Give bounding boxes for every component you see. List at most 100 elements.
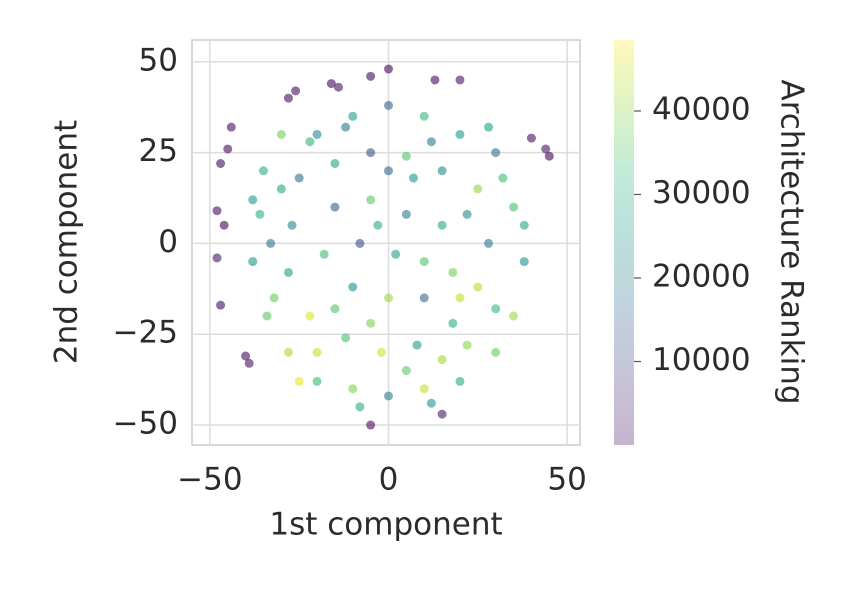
point — [283, 267, 293, 277]
point — [305, 311, 315, 321]
point — [384, 391, 394, 401]
point — [473, 184, 483, 194]
point — [462, 340, 472, 350]
point — [509, 202, 519, 212]
point — [437, 220, 447, 230]
point — [401, 151, 411, 161]
point — [419, 257, 429, 267]
y-tick-label: 0 — [158, 224, 178, 260]
point — [366, 420, 376, 430]
point — [498, 173, 508, 183]
point — [419, 384, 429, 394]
point — [291, 86, 301, 96]
point — [426, 398, 436, 408]
point — [330, 202, 340, 212]
point — [373, 220, 383, 230]
point — [355, 402, 365, 412]
point — [409, 173, 419, 183]
point — [266, 238, 276, 248]
colorbar-tick-label: 10000 — [652, 342, 751, 378]
point — [244, 358, 254, 368]
point — [491, 304, 501, 314]
point — [248, 195, 258, 205]
point — [519, 257, 529, 267]
point — [348, 111, 358, 121]
point — [366, 318, 376, 328]
point — [484, 122, 494, 132]
point — [448, 318, 458, 328]
point — [391, 249, 401, 259]
x-tick-label: −50 — [177, 462, 242, 498]
point — [384, 166, 394, 176]
y-axis-label: 2nd component — [49, 120, 85, 364]
point — [455, 376, 465, 386]
point — [294, 173, 304, 183]
colorbar-tick-label: 40000 — [652, 91, 751, 127]
point — [544, 151, 554, 161]
colorbar — [614, 40, 634, 445]
point — [241, 351, 251, 361]
point — [341, 122, 351, 132]
y-tick-label: 25 — [139, 133, 178, 169]
point — [262, 311, 272, 321]
point — [455, 129, 465, 139]
point — [455, 293, 465, 303]
y-tick-label: 50 — [139, 42, 178, 78]
point — [312, 376, 322, 386]
point — [226, 122, 236, 132]
point — [376, 347, 386, 357]
point — [216, 300, 226, 310]
point — [276, 184, 286, 194]
point — [384, 64, 394, 74]
point — [426, 137, 436, 147]
point — [326, 79, 336, 89]
point — [276, 129, 286, 139]
point — [437, 409, 447, 419]
point — [330, 304, 340, 314]
colorbar-label: Architecture Ranking — [774, 79, 810, 404]
x-axis-label: 1st component — [269, 507, 502, 543]
point — [491, 347, 501, 357]
point — [312, 347, 322, 357]
point — [430, 75, 440, 85]
point — [491, 148, 501, 158]
point — [509, 311, 519, 321]
point — [212, 206, 222, 216]
point — [248, 257, 258, 267]
point — [333, 82, 343, 92]
point — [258, 166, 268, 176]
point — [437, 355, 447, 365]
point — [294, 376, 304, 386]
point — [348, 282, 358, 292]
point — [419, 111, 429, 121]
point — [366, 195, 376, 205]
x-tick-label: 50 — [547, 462, 586, 498]
point — [330, 158, 340, 168]
point — [526, 133, 536, 143]
point — [216, 158, 226, 168]
point — [348, 384, 358, 394]
point — [401, 209, 411, 219]
point — [455, 75, 465, 85]
point — [355, 238, 365, 248]
point — [384, 100, 394, 110]
point — [437, 166, 447, 176]
x-tick-label: 0 — [379, 462, 399, 498]
point — [287, 220, 297, 230]
colorbar-tick-label: 30000 — [652, 175, 751, 211]
point — [305, 137, 315, 147]
point — [312, 129, 322, 139]
point — [519, 220, 529, 230]
point — [341, 333, 351, 343]
point — [255, 209, 265, 219]
point — [462, 209, 472, 219]
y-tick-label: −25 — [113, 315, 178, 351]
point — [484, 238, 494, 248]
point — [366, 71, 376, 81]
point — [384, 293, 394, 303]
colorbar-tick-label: 20000 — [652, 258, 751, 294]
point — [283, 347, 293, 357]
plot-area — [191, 39, 581, 446]
